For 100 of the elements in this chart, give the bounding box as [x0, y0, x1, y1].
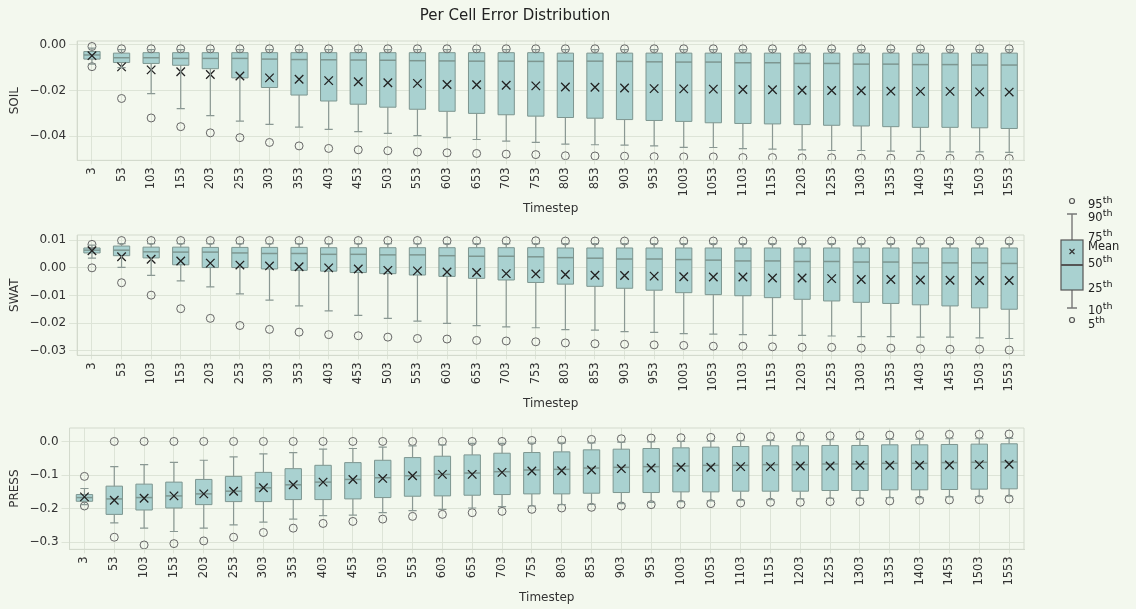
text: 25$^{th}$	[1088, 278, 1113, 295]
x-tick-label: 803	[557, 167, 572, 190]
x-tick-label: 1053	[705, 362, 720, 392]
x-tick-label: 1203	[792, 556, 807, 586]
y-tick-label: −0.04	[29, 128, 67, 143]
x-axis-title: Timestep	[521, 200, 579, 215]
x-tick-label: 1053	[705, 167, 720, 197]
y-tick-label: −0.02	[29, 82, 67, 97]
x-tick-label: 653	[468, 167, 483, 190]
x-tick-label: 153	[172, 167, 187, 190]
x-tick-label: 53	[113, 167, 128, 182]
x-tick-label: 703	[498, 167, 513, 190]
x-tick-label: 353	[291, 362, 306, 385]
text: 5$^{th}$	[1088, 314, 1106, 331]
x-tick-label: 303	[261, 167, 276, 190]
x-tick-label: 1553	[1001, 167, 1016, 197]
x-tick-label: 1103	[734, 362, 749, 392]
x-axis-title: Timestep	[518, 589, 575, 604]
y-tick-label: 0.0	[39, 433, 59, 448]
text: 50$^{th}$	[1088, 253, 1113, 270]
x-tick-label: 1053	[702, 556, 717, 586]
x-tick-label: 1453	[942, 167, 957, 197]
x-tick-label: 1353	[882, 362, 897, 392]
x-tick-label: 803	[557, 362, 572, 385]
x-tick-label: 1003	[675, 167, 690, 197]
x-tick-label: 603	[439, 362, 454, 385]
x-tick-label: 1403	[912, 167, 927, 197]
x-tick-label: 1253	[822, 556, 837, 586]
x-tick-label: 553	[404, 556, 419, 579]
x-tick-label: 1203	[794, 362, 809, 392]
y-tick-label: 0.00	[39, 259, 67, 274]
x-tick-label: 1303	[851, 556, 866, 586]
x-tick-label: 853	[586, 167, 601, 190]
x-tick-label: 1153	[764, 167, 779, 197]
x-tick-label: 153	[165, 556, 180, 579]
x-tick-label: 1103	[732, 556, 747, 586]
x-tick-label: 1303	[853, 167, 868, 197]
x-tick-label: 703	[494, 556, 509, 579]
x-tick-label: 1153	[764, 362, 779, 392]
x-tick-label: 1103	[734, 167, 749, 197]
x-tick-label: 1403	[912, 362, 927, 392]
y-axis-title: SOIL	[7, 86, 22, 115]
x-tick-label: 1153	[762, 556, 777, 586]
y-tick-label: −0.3	[29, 534, 59, 549]
x-tick-label: 603	[439, 167, 454, 190]
x-tick-label: 303	[261, 362, 276, 385]
x-tick-label: 503	[379, 362, 394, 385]
y-axis-title: PRESS	[7, 469, 22, 508]
x-tick-label: 1003	[672, 556, 687, 586]
x-tick-label: 453	[350, 167, 365, 190]
x-tick-label: 1503	[971, 362, 986, 392]
y-axis-title: SWAT	[7, 277, 22, 312]
x-tick-label: 403	[315, 556, 330, 579]
x-tick-label: 753	[523, 556, 538, 579]
y-tick-label: −0.02	[29, 315, 67, 330]
x-tick-label: 1353	[882, 167, 897, 197]
x-tick-label: 753	[527, 362, 542, 385]
x-tick-label: 903	[616, 167, 631, 190]
text: 10$^{th}$	[1088, 300, 1113, 317]
x-tick-label: 853	[583, 556, 598, 579]
x-tick-label: 303	[255, 556, 270, 579]
y-tick-label: −0.1	[29, 467, 59, 482]
y-tick-label: −0.01	[29, 287, 67, 302]
x-tick-label: 503	[379, 167, 394, 190]
x-tick-label: 353	[291, 167, 306, 190]
x-tick-label: 1453	[941, 556, 956, 586]
text: Mean	[1088, 239, 1120, 253]
x-tick-label: 153	[172, 362, 187, 385]
x-tick-label: 653	[464, 556, 479, 579]
x-tick-label: 603	[434, 556, 449, 579]
y-tick-label: 0.00	[39, 36, 67, 51]
x-tick-label: 453	[350, 362, 365, 385]
x-tick-label: 1253	[823, 362, 838, 392]
x-tick-label: 653	[468, 362, 483, 385]
x-tick-label: 1203	[794, 167, 809, 197]
x-tick-label: 403	[320, 167, 335, 190]
x-tick-label: 1553	[1001, 556, 1016, 586]
x-tick-label: 353	[285, 556, 300, 579]
x-tick-label: 1503	[971, 167, 986, 197]
x-tick-label: 403	[320, 362, 335, 385]
y-tick-label: 0.01	[39, 232, 67, 247]
x-tick-label: 3	[83, 167, 98, 175]
x-tick-label: 553	[409, 362, 424, 385]
x-tick-label: 253	[231, 167, 246, 190]
y-tick-label: −0.2	[29, 500, 59, 515]
x-tick-label: 503	[374, 556, 389, 579]
x-tick-label: 203	[195, 556, 210, 579]
x-tick-label: 103	[143, 167, 158, 190]
x-axis-title: Timestep	[521, 395, 579, 410]
x-tick-label: 1253	[823, 167, 838, 197]
chart-title: Per Cell Error Distribution	[418, 6, 612, 24]
x-tick-label: 953	[646, 167, 661, 190]
x-tick-label: 3	[76, 556, 91, 564]
x-tick-label: 53	[106, 556, 121, 571]
x-tick-label: 1303	[853, 362, 868, 392]
x-tick-label: 803	[553, 556, 568, 579]
x-tick-label: 253	[225, 556, 240, 579]
x-tick-label: 1453	[942, 362, 957, 392]
x-tick-label: 53	[113, 362, 128, 377]
x-tick-label: 953	[646, 362, 661, 385]
